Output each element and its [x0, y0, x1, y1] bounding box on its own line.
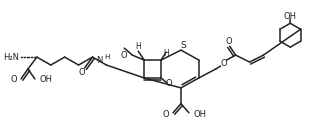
Text: OH: OH: [40, 75, 53, 84]
Text: O: O: [220, 59, 227, 68]
Text: N: N: [96, 56, 103, 64]
Text: OH: OH: [194, 110, 207, 119]
Text: O: O: [78, 69, 85, 77]
Text: O: O: [225, 37, 232, 46]
Text: O: O: [166, 79, 172, 88]
Text: O: O: [121, 51, 127, 60]
Text: O: O: [162, 110, 169, 119]
Text: H₂N: H₂N: [3, 53, 19, 62]
Text: H: H: [135, 42, 141, 51]
Text: OH: OH: [284, 12, 297, 21]
Text: H: H: [105, 54, 110, 60]
Text: O: O: [10, 75, 17, 84]
Text: S: S: [180, 41, 186, 50]
Text: H: H: [163, 49, 169, 58]
